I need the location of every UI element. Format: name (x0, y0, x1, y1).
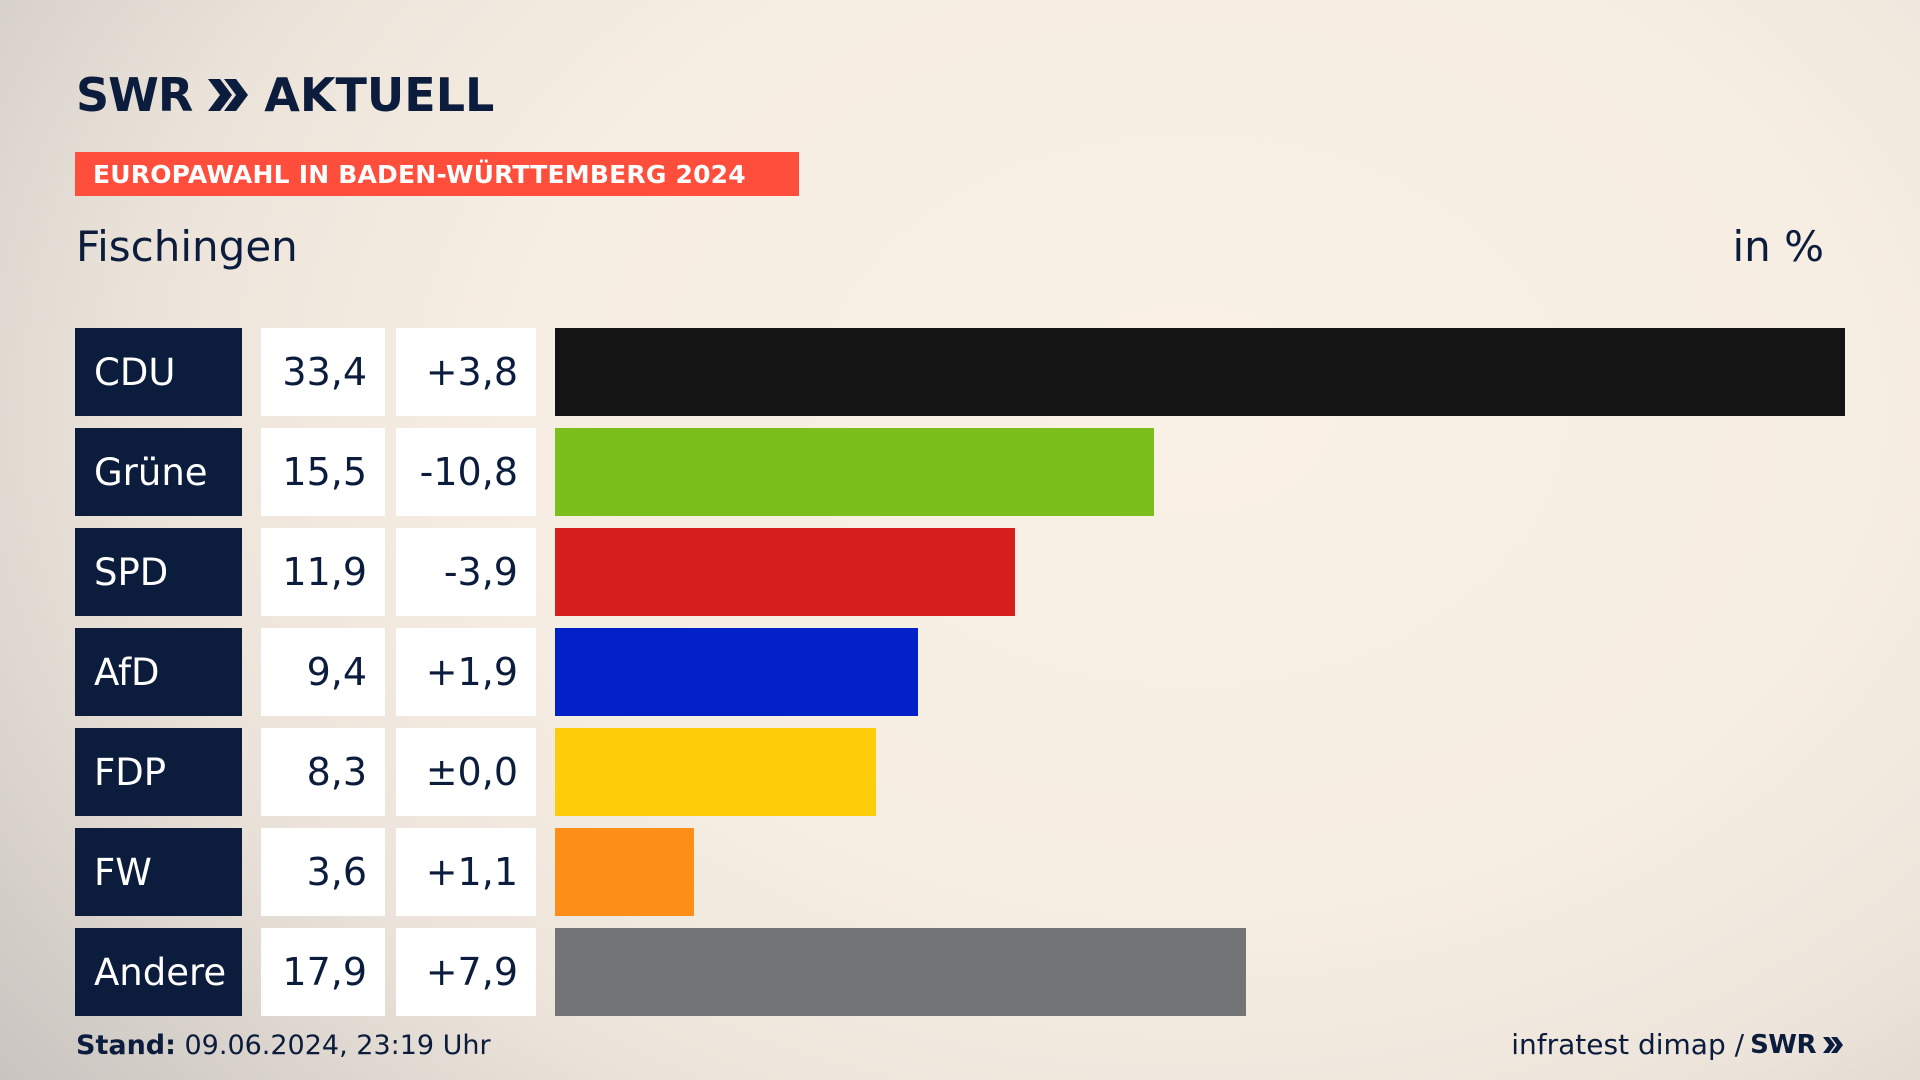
party-label: Grüne (75, 428, 242, 516)
logo-aktuell-text: AKTUELL (264, 68, 495, 122)
change-value: ±0,0 (396, 728, 536, 816)
result-bar (555, 728, 876, 816)
swr-aktuell-logo: SWR AKTUELL (76, 68, 495, 122)
party-label: AfD (75, 628, 242, 716)
party-label: Andere (75, 928, 242, 1016)
result-bar (555, 928, 1246, 1016)
source-brand: SWR (1750, 1029, 1816, 1060)
result-bar (555, 428, 1154, 516)
party-label: CDU (75, 328, 242, 416)
brand-chevron-icon (1823, 1036, 1843, 1053)
result-bar (555, 628, 918, 716)
result-bar (555, 528, 1015, 616)
stand-value: 09.06.2024, 23:19 Uhr (175, 1030, 491, 1061)
banner-text: EUROPAWAHL IN BADEN-WÜRTTEMBERG 2024 (93, 159, 746, 189)
source-credit: infratest dimap / SWR (1511, 1028, 1844, 1061)
change-value: +1,9 (396, 628, 536, 716)
source-text: infratest dimap / (1511, 1028, 1745, 1061)
vote-share-value: 8,3 (261, 728, 385, 816)
change-value: +7,9 (396, 928, 536, 1016)
vote-share-value: 33,4 (261, 328, 385, 416)
vote-share-value: 11,9 (261, 528, 385, 616)
result-bar (555, 328, 1845, 416)
double-chevron-icon (208, 79, 249, 111)
election-banner: EUROPAWAHL IN BADEN-WÜRTTEMBERG 2024 (75, 152, 799, 196)
change-value: -3,9 (396, 528, 536, 616)
vote-share-value: 15,5 (261, 428, 385, 516)
party-label: FDP (75, 728, 242, 816)
vote-share-value: 17,9 (261, 928, 385, 1016)
stand-label: Stand: (76, 1030, 176, 1061)
place-title: Fischingen (76, 222, 298, 271)
change-value: -10,8 (396, 428, 536, 516)
vote-share-value: 3,6 (261, 828, 385, 916)
logo-swr-text: SWR (76, 68, 193, 122)
change-value: +3,8 (396, 328, 536, 416)
timestamp: Stand: 09.06.2024, 23:19 Uhr (76, 1030, 491, 1061)
vote-share-value: 9,4 (261, 628, 385, 716)
unit-label: in % (1732, 222, 1824, 271)
party-label: SPD (75, 528, 242, 616)
party-label: FW (75, 828, 242, 916)
change-value: +1,1 (396, 828, 536, 916)
result-bar (555, 828, 694, 916)
